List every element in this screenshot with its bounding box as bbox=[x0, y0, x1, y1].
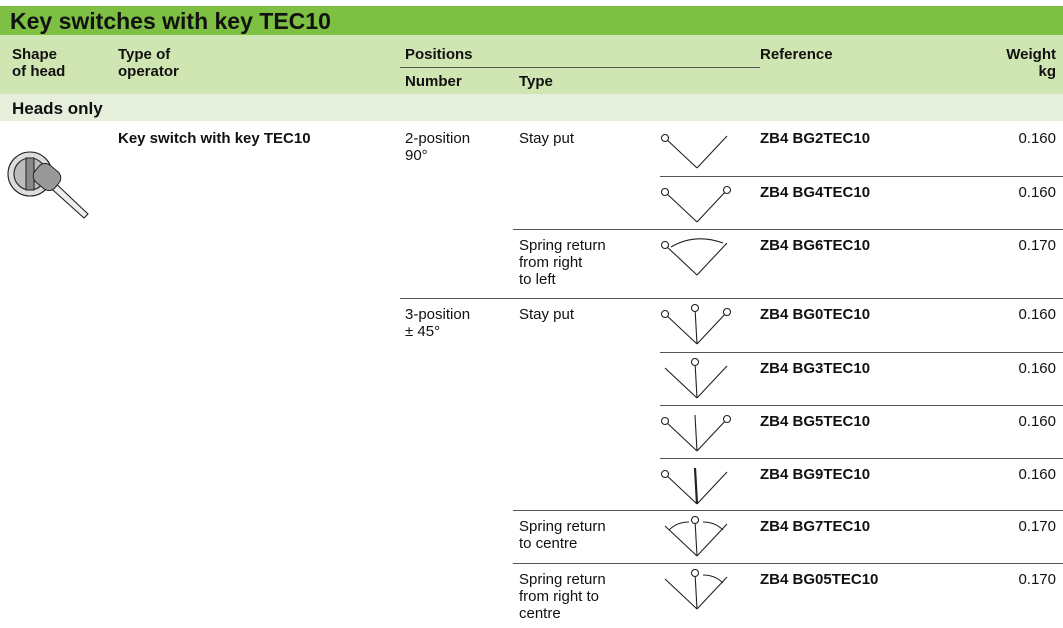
weight: 0.170 bbox=[1018, 237, 1056, 254]
weight: 0.160 bbox=[1018, 413, 1056, 430]
position-symbol bbox=[664, 516, 728, 557]
head-icon bbox=[7, 151, 89, 219]
reference: ZB4 BG6TEC10 bbox=[760, 237, 871, 254]
weight: 0.160 bbox=[1018, 184, 1056, 201]
position-symbol bbox=[660, 185, 732, 223]
position-type: Spring return from right to centre bbox=[519, 571, 606, 622]
col-weight: Weight kg bbox=[1006, 46, 1056, 80]
position-type: Spring return from right to left bbox=[519, 237, 606, 288]
row-rule bbox=[513, 510, 1063, 511]
position-type: Stay put bbox=[519, 130, 575, 147]
reference: ZB4 BG5TEC10 bbox=[760, 413, 871, 430]
position-type: Stay put bbox=[519, 306, 575, 323]
section-band bbox=[0, 94, 1063, 121]
row-rule bbox=[660, 176, 1063, 177]
row-rule bbox=[660, 458, 1063, 459]
row-rule bbox=[660, 352, 1063, 353]
weight: 0.170 bbox=[1018, 571, 1056, 588]
col-number: Number bbox=[405, 73, 462, 90]
position-type: Spring return to centre bbox=[519, 518, 606, 552]
reference: ZB4 BG3TEC10 bbox=[760, 360, 871, 377]
reference: ZB4 BG7TEC10 bbox=[760, 518, 871, 535]
col-type: Type bbox=[519, 73, 553, 90]
weight: 0.160 bbox=[1018, 466, 1056, 483]
position-symbol bbox=[660, 467, 728, 505]
position-symbol bbox=[664, 358, 728, 399]
weight: 0.160 bbox=[1018, 306, 1056, 323]
reference: ZB4 BG2TEC10 bbox=[760, 130, 871, 147]
reference: ZB4 BG9TEC10 bbox=[760, 466, 871, 483]
position-symbol bbox=[660, 304, 732, 345]
col-reference: Reference bbox=[760, 46, 833, 63]
row-rule bbox=[513, 229, 1063, 230]
title-bar bbox=[0, 6, 1063, 35]
position-symbol bbox=[660, 133, 728, 169]
row-rule bbox=[400, 298, 1063, 299]
row-rule bbox=[660, 405, 1063, 406]
reference: ZB4 BG05TEC10 bbox=[760, 571, 879, 588]
position-symbol bbox=[660, 414, 732, 452]
reference: ZB4 BG0TEC10 bbox=[760, 306, 871, 323]
weight: 0.160 bbox=[1018, 360, 1056, 377]
header-rule bbox=[400, 67, 760, 68]
col-operator: Type of operator bbox=[118, 46, 179, 80]
position-number: 3-position ± 45° bbox=[405, 306, 471, 340]
position-symbol bbox=[664, 569, 728, 610]
col-shape: Shape of head bbox=[12, 46, 66, 80]
header-band bbox=[0, 35, 1063, 94]
section-title: Heads only bbox=[12, 99, 103, 118]
operator: Key switch with key TEC10 bbox=[118, 130, 311, 147]
row-rule bbox=[513, 563, 1063, 564]
weight: 0.170 bbox=[1018, 518, 1056, 535]
position-number: 2-position 90° bbox=[405, 130, 471, 164]
weight: 0.160 bbox=[1018, 130, 1056, 147]
reference: ZB4 BG4TEC10 bbox=[760, 184, 871, 201]
col-positions: Positions bbox=[405, 46, 473, 63]
position-symbol bbox=[660, 238, 728, 276]
title: Key switches with key TEC10 bbox=[10, 8, 331, 34]
